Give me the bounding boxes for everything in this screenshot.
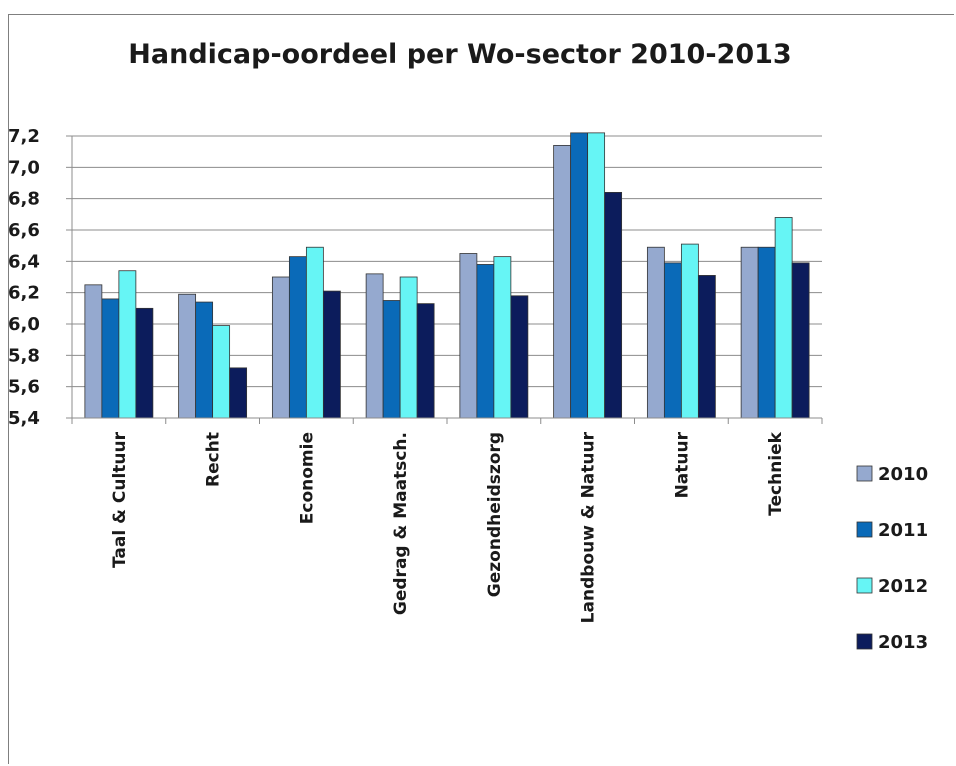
y-tick-label: 6,2 — [8, 283, 40, 304]
bar-2011 — [663, 262, 682, 419]
bar-2012 — [118, 270, 137, 419]
y-tick-label: 5,6 — [8, 377, 40, 398]
category-label: Gezondheidszorg — [485, 432, 505, 597]
legend-label-2012: 2012 — [878, 576, 928, 597]
bar-2012 — [305, 246, 324, 419]
category-label: Taal & Cultuur — [110, 431, 130, 568]
y-tick-label: 6,4 — [8, 251, 40, 272]
bar-2013 — [416, 303, 435, 419]
bar-2011 — [101, 298, 120, 419]
bar-2010 — [740, 246, 759, 419]
axes — [71, 136, 823, 424]
legend-swatch-2012 — [856, 577, 873, 594]
y-tick-label: 7,0 — [8, 157, 40, 178]
bars — [84, 132, 810, 419]
bar-2011 — [288, 256, 307, 419]
y-axis-ticks: 7,2 7,0 6,8 6,6 6,4 6,2 6,0 5,8 5,6 5,4 — [8, 126, 72, 429]
x-axis-categories: Taal & Cultuur Recht Economie Gedrag & Maat… — [110, 431, 786, 623]
bar-2010 — [365, 273, 384, 419]
legend-swatch-2011 — [856, 521, 873, 538]
bar-2011 — [195, 301, 214, 419]
category-label: Natuur — [672, 431, 692, 498]
chart-title: Handicap-oordeel per Wo-sector 2010-2013 — [128, 39, 791, 70]
legend-swatch-2010 — [856, 465, 873, 482]
bar-2013 — [791, 262, 810, 419]
bar-2010 — [84, 284, 103, 419]
bar-2011 — [570, 132, 589, 419]
category-label: Gedrag & Maatsch. — [391, 432, 411, 615]
bar-2012 — [587, 132, 606, 419]
legend-label-2010: 2010 — [878, 464, 928, 485]
bar-2011 — [757, 246, 776, 419]
chart-frame — [8, 14, 954, 764]
y-tick-label: 5,8 — [8, 345, 40, 366]
bar-2011 — [382, 300, 401, 419]
category-label: Techniek — [766, 431, 786, 516]
category-label: Economie — [297, 432, 317, 524]
bar-2010 — [271, 276, 290, 419]
y-tick-label: 5,4 — [8, 408, 40, 429]
bar-2010 — [459, 253, 478, 419]
bar-2012 — [680, 243, 699, 419]
y-tick-label: 6,8 — [8, 189, 40, 210]
y-tick-label: 7,2 — [8, 126, 40, 147]
legend: 2010 2011 2012 2013 — [856, 464, 928, 653]
bar-2013 — [229, 367, 248, 419]
bar-2011 — [476, 264, 495, 419]
bar-2013 — [697, 275, 716, 419]
category-label: Landbouw & Natuur — [579, 431, 599, 623]
legend-swatch-2013 — [856, 633, 873, 650]
bar-2012 — [399, 276, 418, 419]
bar-2010 — [178, 293, 197, 419]
bar-2012 — [212, 325, 231, 419]
bar-2012 — [774, 217, 793, 419]
y-tick-label: 6,0 — [8, 314, 40, 335]
legend-label-2013: 2013 — [878, 632, 928, 653]
legend-label-2011: 2011 — [878, 520, 928, 541]
bar-2010 — [553, 144, 572, 419]
bar-2013 — [510, 295, 529, 419]
bar-2013 — [135, 307, 154, 419]
bar-2010 — [646, 246, 665, 419]
y-tick-label: 6,6 — [8, 220, 40, 241]
bar-2013 — [604, 191, 623, 419]
bar-2012 — [493, 256, 512, 419]
bar-2013 — [322, 290, 341, 419]
category-label: Recht — [204, 432, 224, 487]
